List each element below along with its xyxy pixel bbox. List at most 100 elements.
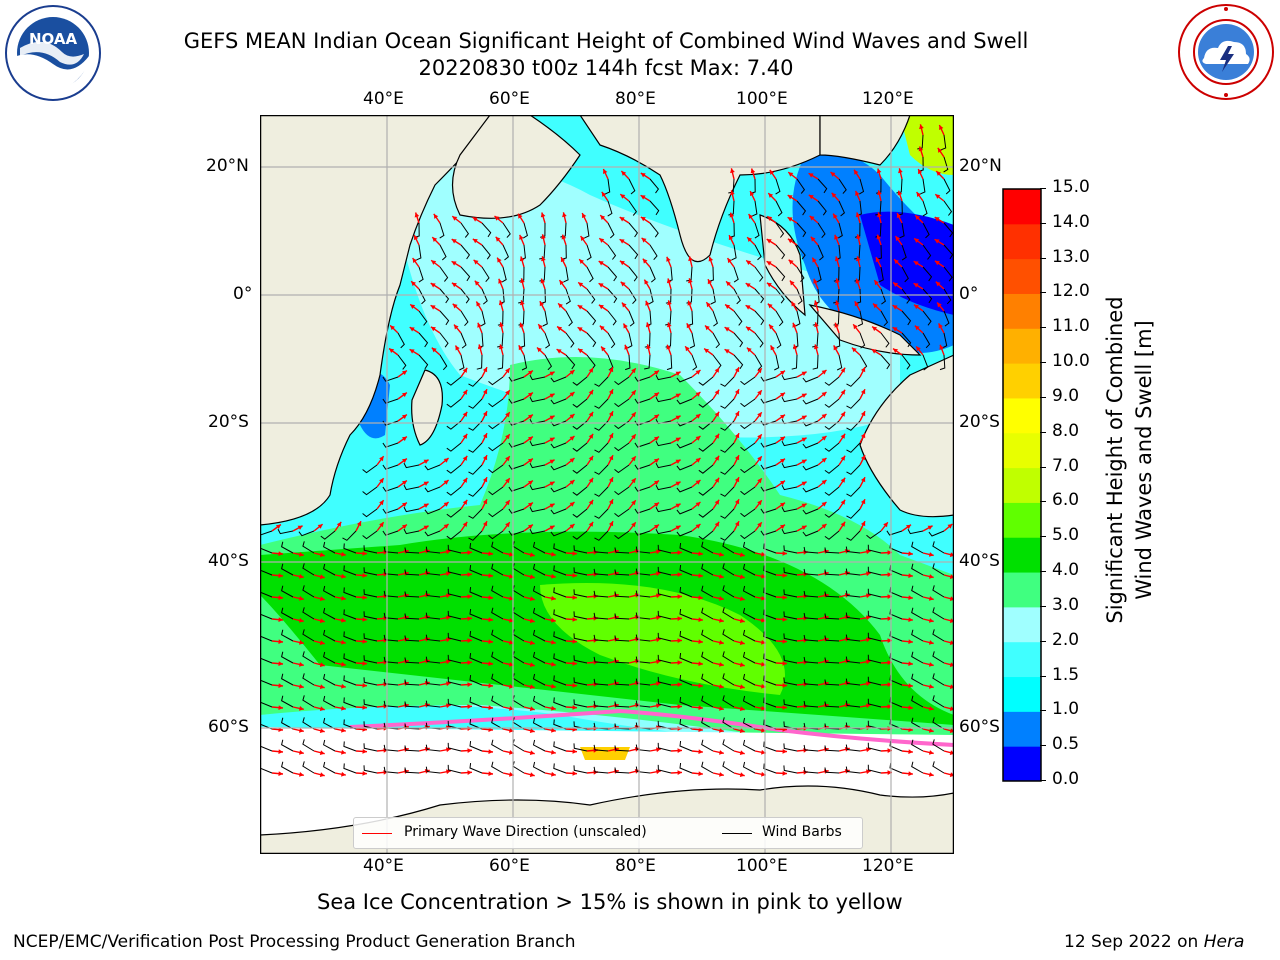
wind-barb [720,442,735,453]
wave-arrow-head [757,368,762,374]
wind-barb [824,530,840,540]
wind-barb [628,178,636,195]
wind-barb [614,613,630,620]
wave-arrow-head [462,477,468,483]
wave-arrow-head [640,195,646,200]
wave-arrow-head [698,573,703,578]
wave-arrow-head [518,345,523,351]
wave-arrow-head [698,705,703,710]
wave-arrow-head [443,524,449,529]
wind-barb [586,332,597,348]
wave-arrow-head [443,502,449,507]
wave-arrow-head [278,617,283,622]
wind-barb [943,156,949,173]
wind-barb [383,766,399,774]
wind-barb [469,631,483,642]
wave-arrow-head [782,617,787,622]
wave-arrow-head [299,706,304,711]
wave-arrow-head [719,596,724,601]
wave-arrow-head [821,480,827,485]
wave-arrow-head [675,503,681,508]
wind-barb [679,630,693,642]
wind-barb [783,743,798,752]
wave-arrow-head [887,638,892,643]
wind-barb [460,244,471,260]
wind-barb [565,332,575,348]
wave-arrow-head [887,616,892,621]
wave-arrow-head [854,169,859,175]
wind-barb [911,563,924,576]
wave-arrow-head [897,190,903,196]
wind-barb [460,222,470,238]
wave-arrow-head [319,772,325,777]
wave-arrow-head [855,278,860,284]
wave-arrow-head [893,282,899,287]
wind-barb [763,697,777,708]
wind-barb [607,244,617,260]
wind-barb [447,764,462,774]
wind-barb [866,530,882,540]
wave-arrow-head [608,367,614,373]
wind-barb [560,222,567,238]
wind-barb [733,354,744,370]
wind-barb [722,761,735,774]
wave-arrow-head [937,147,943,153]
wind-barb [922,354,929,371]
colorbar-tick [1040,675,1046,677]
wind-barb [508,464,525,470]
wind-barb [754,310,765,326]
wave-arrow-head [572,595,577,600]
wind-barb [867,676,882,686]
wind-barb [573,545,588,554]
wind-barb [491,717,504,730]
wind-barb [644,354,651,370]
wind-barb [363,655,378,664]
wind-barb [418,266,424,283]
wave-arrow-head [572,551,577,556]
wave-arrow-head [642,258,648,264]
wind-barb [302,651,315,664]
wave-arrow-head [654,436,659,442]
wave-arrow-head [608,455,614,461]
wave-arrow-head [719,640,724,645]
lat-label-right-4: 40°S [959,551,1000,571]
wind-barb [320,530,336,540]
wind-barb [712,332,721,349]
wave-arrow-head [494,216,500,221]
wave-arrow-head [474,280,480,286]
colorbar-tick-label: 8.0 [1052,420,1080,441]
wind-barb [846,398,861,409]
wave-arrow-head [757,522,762,528]
lon-label-bottom-4: 100°E [736,856,788,876]
wave-arrow-head [688,278,693,284]
wind-barb [875,222,882,238]
wind-barb [614,530,630,540]
wind-barb [573,655,588,664]
wind-barb [932,651,945,664]
wind-barb [363,589,378,598]
wind-barb [838,200,846,217]
wave-arrow-head [462,367,468,373]
wind-barb [846,464,861,475]
wave-arrow-head [588,433,594,439]
wave-arrow-head [472,238,478,244]
wave-arrow-head [462,433,468,439]
wind-barb [614,376,630,386]
lat-label-right-5: 60°S [959,717,1000,737]
wave-arrow-head [341,683,346,689]
wave-arrow-head [299,728,304,733]
wind-barb [698,420,714,430]
wind-barb [508,486,525,492]
wave-arrow-head [877,212,882,218]
colorbar-tick [1040,536,1046,538]
wind-barb [460,288,470,304]
wave-arrow-head [675,481,681,486]
wind-barb [802,442,819,449]
wave-arrow-head [529,684,535,689]
wave-arrow-head [599,238,605,243]
wave-arrow-head [883,522,888,528]
wind-barb [845,656,861,664]
wind-barb [859,332,866,349]
wind-barb [469,565,483,576]
wave-arrow-head [488,771,493,776]
